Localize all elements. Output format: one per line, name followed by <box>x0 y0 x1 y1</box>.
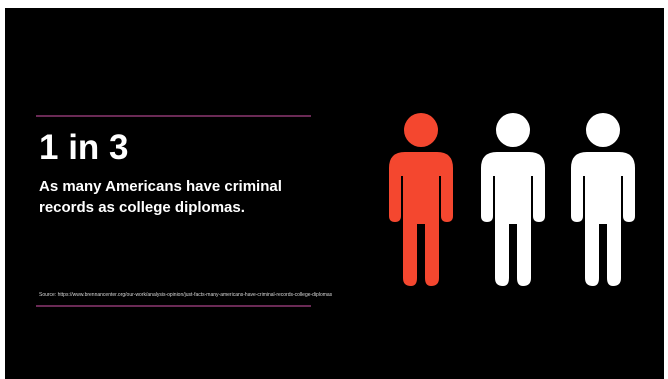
person-icon <box>567 112 639 288</box>
headline-stat: 1 in 3 <box>39 128 129 167</box>
top-divider <box>36 115 311 117</box>
person-figures-row <box>385 112 645 288</box>
bottom-divider <box>36 305 311 307</box>
person-icon <box>477 112 549 288</box>
subhead-text: As many Americans have criminal records … <box>39 178 282 216</box>
source-citation: Source: https://www.brennancenter.org/ou… <box>39 292 333 298</box>
person-icon-highlighted <box>385 112 457 288</box>
slide: 1 in 3 As many Americans have criminal r… <box>5 8 664 379</box>
